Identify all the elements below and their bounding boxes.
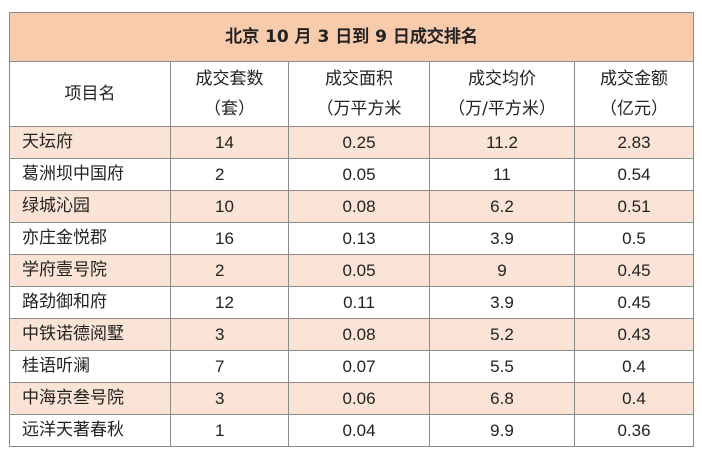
amount-cell: 0.36 <box>574 414 694 447</box>
column-header-line: 成交面积 <box>325 69 393 89</box>
column-header-line: （万/平方米） <box>448 99 556 119</box>
units-cell: 2 <box>170 158 289 191</box>
column-header-line: 成交均价 <box>468 69 536 89</box>
area-cell: 0.05 <box>288 254 430 287</box>
column-header-line: 项目名 <box>64 84 116 104</box>
amount-cell: 0.4 <box>574 350 694 383</box>
project-name-cell: 学府壹号院 <box>9 254 171 287</box>
avg-price-cell: 11.2 <box>429 126 575 159</box>
table-row: 学府壹号院 2 0.05 9 0.45 <box>9 254 694 287</box>
project-name-cell: 路劲御和府 <box>9 286 171 319</box>
ranking-table: 北京 10 月 3 日到 9 日成交排名 项目名 成交套数 （套） 成交面积 （… <box>9 12 694 447</box>
units-cell: 16 <box>170 222 289 255</box>
column-header-line: 成交金额 <box>600 69 668 89</box>
project-name-cell: 中铁诺德阅墅 <box>9 318 171 351</box>
column-header-line: （亿元） <box>600 99 668 119</box>
avg-price-cell: 6.2 <box>429 190 575 223</box>
project-name-cell: 亦庄金悦郡 <box>9 222 171 255</box>
amount-cell: 0.45 <box>574 254 694 287</box>
area-cell: 0.25 <box>288 126 430 159</box>
amount-cell: 0.5 <box>574 222 694 255</box>
area-cell: 0.06 <box>288 382 430 415</box>
units-cell: 12 <box>170 286 289 319</box>
table-row: 远洋天著春秋 1 0.04 9.9 0.36 <box>9 414 694 447</box>
column-header-units: 成交套数 （套） <box>170 61 289 127</box>
table-title: 北京 10 月 3 日到 9 日成交排名 <box>9 12 694 62</box>
column-header-avg-price: 成交均价 （万/平方米） <box>429 61 575 127</box>
project-name-cell: 葛洲坝中国府 <box>9 158 171 191</box>
avg-price-cell: 3.9 <box>429 286 575 319</box>
area-cell: 0.13 <box>288 222 430 255</box>
amount-cell: 0.45 <box>574 286 694 319</box>
table-title-row: 北京 10 月 3 日到 9 日成交排名 <box>9 12 694 62</box>
area-cell: 0.05 <box>288 158 430 191</box>
avg-price-cell: 9.9 <box>429 414 575 447</box>
column-header-line: 成交套数 <box>195 69 264 89</box>
project-name-cell: 远洋天著春秋 <box>9 414 171 447</box>
table-header-row: 项目名 成交套数 （套） 成交面积 （万平方米 成交均价 （万/平方米） 成交金… <box>9 61 694 127</box>
amount-cell: 2.83 <box>574 126 694 159</box>
table-row: 绿城沁园 10 0.08 6.2 0.51 <box>9 190 694 223</box>
project-name-cell: 天坛府 <box>9 126 171 159</box>
amount-cell: 0.51 <box>574 190 694 223</box>
project-name-cell: 中海京叁号院 <box>9 382 171 415</box>
column-header-project-name: 项目名 <box>9 61 171 127</box>
table-row: 葛洲坝中国府 2 0.05 11 0.54 <box>9 158 694 191</box>
table-row: 中海京叁号院 3 0.06 6.8 0.4 <box>9 382 694 415</box>
table-row: 亦庄金悦郡 16 0.13 3.9 0.5 <box>9 222 694 255</box>
amount-cell: 0.43 <box>574 318 694 351</box>
units-cell: 14 <box>170 126 289 159</box>
project-name-cell: 桂语听澜 <box>9 350 171 383</box>
area-cell: 0.08 <box>288 190 430 223</box>
column-header-area: 成交面积 （万平方米 <box>288 61 430 127</box>
avg-price-cell: 6.8 <box>429 382 575 415</box>
avg-price-cell: 5.2 <box>429 318 575 351</box>
avg-price-cell: 3.9 <box>429 222 575 255</box>
column-header-line: （万平方米 <box>316 99 402 119</box>
units-cell: 10 <box>170 190 289 223</box>
amount-cell: 0.54 <box>574 158 694 191</box>
avg-price-cell: 9 <box>429 254 575 287</box>
table-row: 桂语听澜 7 0.07 5.5 0.4 <box>9 350 694 383</box>
project-name-cell: 绿城沁园 <box>9 190 171 223</box>
area-cell: 0.07 <box>288 350 430 383</box>
table-row: 天坛府 14 0.25 11.2 2.83 <box>9 126 694 159</box>
units-cell: 2 <box>170 254 289 287</box>
avg-price-cell: 11 <box>429 158 575 191</box>
units-cell: 7 <box>170 350 289 383</box>
units-cell: 1 <box>170 414 289 447</box>
area-cell: 0.04 <box>288 414 430 447</box>
area-cell: 0.08 <box>288 318 430 351</box>
column-header-line: （套） <box>204 99 255 119</box>
area-cell: 0.11 <box>288 286 430 319</box>
amount-cell: 0.4 <box>574 382 694 415</box>
table-row: 路劲御和府 12 0.11 3.9 0.45 <box>9 286 694 319</box>
ranking-table-container: 北京 10 月 3 日到 9 日成交排名 项目名 成交套数 （套） 成交面积 （… <box>9 12 694 450</box>
units-cell: 3 <box>170 318 289 351</box>
units-cell: 3 <box>170 382 289 415</box>
table-row: 中铁诺德阅墅 3 0.08 5.2 0.43 <box>9 318 694 351</box>
avg-price-cell: 5.5 <box>429 350 575 383</box>
column-header-amount: 成交金额 （亿元） <box>574 61 694 127</box>
